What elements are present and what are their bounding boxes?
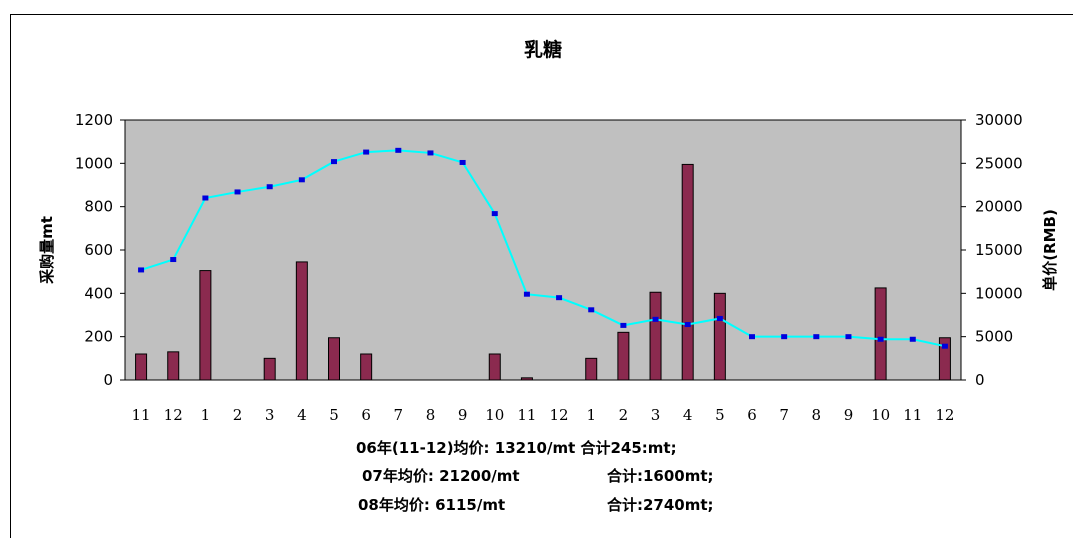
x-tick-label: 12 (935, 406, 954, 424)
price-point (427, 150, 434, 156)
x-tick-label: 8 (812, 406, 822, 424)
left-axis-label: 采购量mt (38, 216, 56, 285)
x-tick-label: 11 (132, 406, 151, 424)
left-axis-ticks: 0 200 400 600 800 1000 1200 (75, 111, 125, 389)
x-tick-label: 9 (844, 406, 854, 424)
x-tick-label: 2 (233, 406, 243, 424)
price-point (298, 177, 305, 183)
x-tick-label: 5 (329, 406, 339, 424)
price-point (331, 159, 337, 165)
x-tick-label: 9 (458, 406, 468, 424)
left-tick-label: 600 (84, 241, 113, 259)
note-2007-price: 07年均价: 21200/mt (362, 467, 520, 485)
x-tick-label: 1 (201, 406, 211, 424)
price-point (556, 295, 563, 301)
x-tick-label: 8 (426, 406, 436, 424)
x-tick-label: 3 (651, 406, 661, 424)
bar-series (135, 163, 951, 381)
volume-bar (167, 351, 180, 381)
x-tick-label: 10 (871, 406, 890, 424)
price-point (877, 336, 884, 342)
left-tick-label: 200 (84, 328, 113, 346)
left-tick-label: 1000 (75, 154, 113, 172)
volume-bar (135, 353, 148, 381)
price-point (523, 291, 530, 297)
volume-bar (617, 331, 630, 381)
x-tick-label: 5 (715, 406, 725, 424)
right-axis-ticks: 0 5000 10000 15000 20000 25000 30000 (961, 111, 1023, 389)
price-point (716, 315, 723, 321)
x-tick-label: 6 (747, 406, 757, 424)
right-tick-label: 5000 (975, 328, 1013, 346)
x-tick-label: 4 (297, 406, 307, 424)
price-line-series (138, 147, 948, 349)
price-point (909, 336, 916, 342)
right-tick-label: 25000 (975, 154, 1023, 172)
price-point (395, 147, 402, 153)
price-point (813, 334, 820, 340)
note-2008-total: 合计:2740mt; (607, 496, 714, 514)
price-point (652, 316, 659, 322)
volume-bar (295, 261, 308, 381)
volume-bar (938, 337, 951, 381)
left-tick-label: 1200 (75, 111, 113, 129)
volume-bar (263, 357, 276, 381)
volume-bar (199, 270, 212, 381)
x-tick-label: 12 (164, 406, 183, 424)
volume-bar (713, 292, 726, 381)
price-point (845, 334, 852, 340)
price-point (781, 334, 788, 340)
x-tick-label: 6 (361, 406, 371, 424)
price-point (620, 322, 627, 328)
x-axis-ticks: 11 12 1 2 3 4 5 6 7 8 9 10 11 12 1 2 3 4 5 6 7 8 9 10 11 12 (132, 406, 955, 424)
price-point (459, 159, 466, 165)
x-tick-label: 2 (619, 406, 629, 424)
note-2006: 06年(11-12)均价: 13210/mt 合计245:mt; (356, 439, 677, 457)
price-point (941, 343, 948, 349)
left-tick-label: 0 (103, 371, 113, 389)
plot-area (124, 119, 962, 381)
volume-bar (328, 337, 340, 381)
x-tick-label: 12 (550, 406, 569, 424)
price-point (363, 149, 370, 155)
x-tick-label: 11 (517, 406, 536, 424)
x-tick-label: 4 (683, 406, 693, 424)
chart-frame (10, 14, 1073, 538)
right-tick-label: 30000 (975, 111, 1023, 129)
right-tick-label: 20000 (975, 198, 1023, 216)
price-point (138, 267, 145, 273)
right-tick-label: 10000 (975, 284, 1023, 302)
volume-bar (649, 291, 662, 381)
price-line (140, 149, 946, 348)
price-point (266, 184, 273, 190)
x-tick-label: 1 (586, 406, 596, 424)
volume-bar (520, 377, 533, 381)
price-point (234, 189, 241, 195)
x-tick-label: 7 (394, 406, 404, 424)
price-point (491, 211, 498, 217)
price-point (749, 334, 755, 340)
price-point (684, 322, 691, 328)
volume-bar (488, 353, 501, 381)
note-2007-total: 合计:1600mt; (607, 467, 714, 485)
note-2008-price: 08年均价: 6115/mt (358, 496, 506, 514)
right-tick-label: 15000 (975, 241, 1023, 259)
right-tick-label: 0 (975, 371, 985, 389)
volume-bar (874, 287, 887, 381)
volume-bar (681, 163, 694, 381)
left-tick-label: 800 (84, 198, 113, 216)
x-tick-label: 3 (265, 406, 275, 424)
volume-bar (585, 357, 598, 381)
chart-title: 乳糖 (524, 38, 562, 61)
x-tick-label: 10 (485, 406, 504, 424)
right-axis-label: 单价(RMB) (1041, 209, 1059, 291)
x-tick-label: 11 (903, 406, 922, 424)
left-tick-label: 400 (84, 284, 113, 302)
volume-bar (360, 353, 373, 381)
price-point (588, 307, 595, 313)
x-tick-label: 7 (779, 406, 789, 424)
price-point (202, 195, 209, 201)
price-point (170, 257, 177, 263)
